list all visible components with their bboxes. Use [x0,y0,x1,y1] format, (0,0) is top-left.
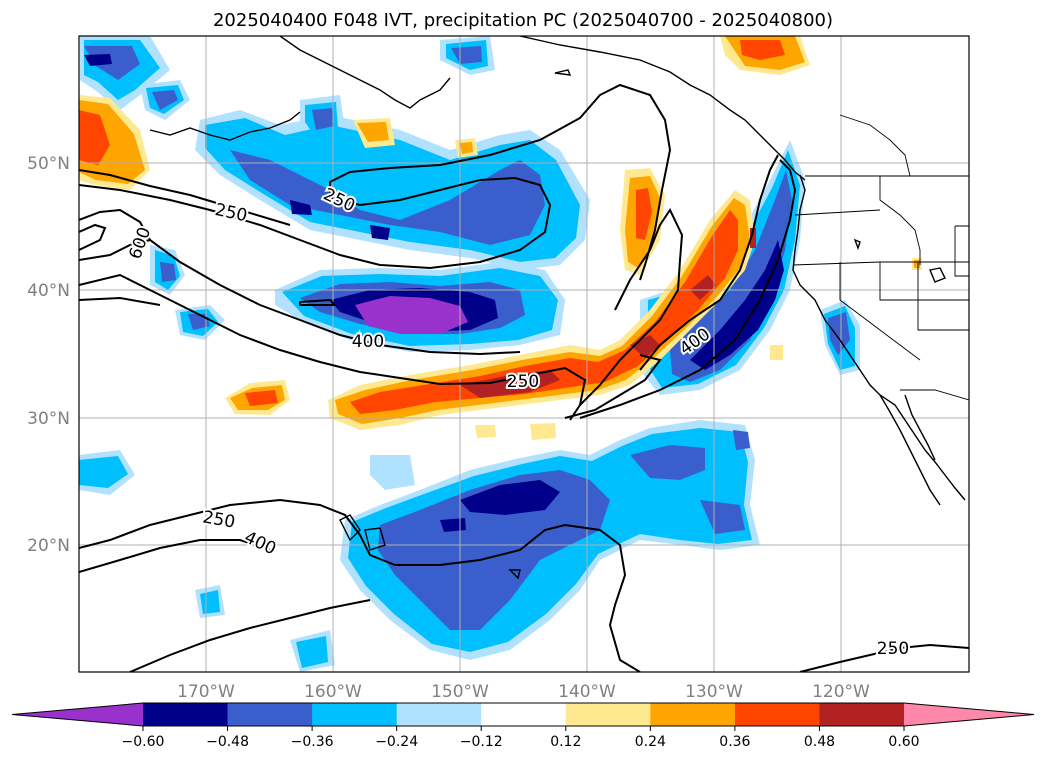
coastlines [149,36,966,580]
lon-label: 150°W [431,682,489,702]
colorbar-segment [650,703,736,726]
colorbar-extend-low [12,703,143,726]
colorbar-segment [481,703,567,726]
colorbar-tick-label: 0.60 [888,734,919,750]
colorbar-tick-label: 0.24 [635,734,666,750]
colorbar-segment [819,703,905,726]
lat-label: 50°N [27,154,70,174]
colorbar-segment [396,703,482,726]
colorbar-segment [565,703,651,726]
colorbar-tick-label: 0.12 [550,734,581,750]
figure-title: 2025040400 F048 IVT, precipitation PC (2… [213,10,833,31]
map-frame [78,35,970,673]
colorbar-tick-label: −0.60 [122,734,165,750]
colorbar-tick-label: −0.48 [206,734,249,750]
colorbar-segment [143,703,229,726]
colorbar: −0.60 −0.48 −0.36 −0.24 −0.12 0.12 0.24 0.36 0.4… [11,702,1035,750]
graticule [79,36,969,672]
lon-label: 160°W [304,682,362,702]
lon-label: 130°W [685,682,743,702]
contour-label: 250 [507,372,539,392]
lon-label: 120°W [812,682,870,702]
lon-label: 170°W [177,682,235,702]
colorbar-segment [734,703,820,726]
colorbar-segment [312,703,398,726]
contour-label: 250 [877,639,909,659]
borders [792,114,969,401]
lat-label: 30°N [27,409,70,429]
colorbar-extend-high [904,703,1034,726]
lat-labels: 50°N 40°N 30°N 20°N [27,154,70,556]
lon-labels: 170°W 160°W 150°W 140°W 130°W 120°W [177,682,870,702]
colorbar-tick-label: 0.48 [804,734,835,750]
colorbar-segment [227,703,313,726]
precipitation-shading [79,36,969,672]
contour-label: 400 [352,332,384,352]
colorbar-tick-label: 0.36 [719,734,750,750]
lat-label: 40°N [27,281,70,301]
lat-label: 20°N [27,536,70,556]
lon-label: 140°W [558,682,616,702]
colorbar-tick-label: −0.12 [460,734,503,750]
ivt-contours [79,83,969,672]
colorbar-tick-label: −0.36 [291,734,334,750]
colorbar-tick-label: −0.24 [375,734,418,750]
